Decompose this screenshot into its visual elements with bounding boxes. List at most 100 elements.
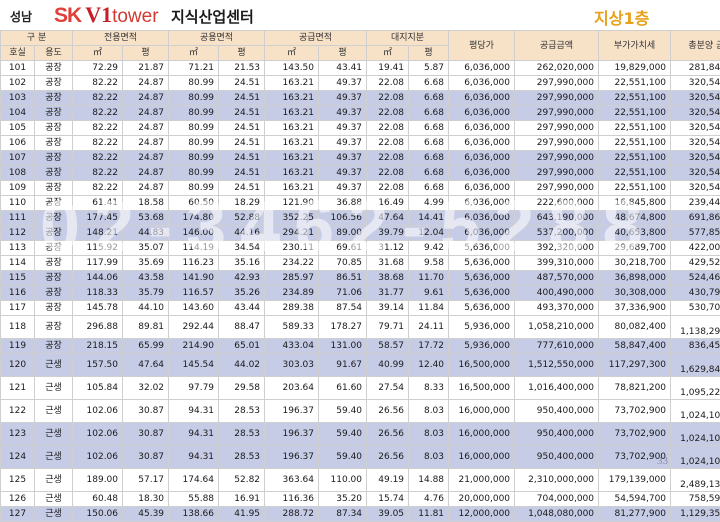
cell-land-pyeong: 17.72 — [409, 339, 449, 354]
logo-v1-text: V1 — [85, 2, 112, 28]
header-exclusive-area: 전용면적 — [73, 31, 169, 46]
cell-total-price: 1,129,357,900 — [671, 507, 720, 522]
cell-unit: 103 — [1, 91, 35, 106]
cell-use: 공장 — [35, 211, 73, 226]
cell-supply-amount: 950,400,000 — [515, 400, 599, 423]
cell-supply-pyeong: 71.06 — [319, 286, 367, 301]
cell-supply-amount: 487,570,000 — [515, 271, 599, 286]
cell-unit: 113 — [1, 241, 35, 256]
cell-supply-pyeong: 69.61 — [319, 241, 367, 256]
cell-use: 공장 — [35, 61, 73, 76]
cell-exclusive-sqm: 82.22 — [73, 181, 123, 196]
cell-common-sqm: 174.80 — [169, 211, 219, 226]
cell-vat: 19,829,000 — [599, 61, 671, 76]
cell-exclusive-pyeong: 65.99 — [123, 339, 169, 354]
cell-supply-sqm: 163.21 — [265, 91, 319, 106]
cell-common-pyeong: 44.02 — [219, 354, 265, 377]
cell-vat: 54,594,700 — [599, 492, 671, 507]
cell-total-price: 1,024,102,900 — [671, 423, 720, 446]
cell-exclusive-pyeong: 24.87 — [123, 136, 169, 151]
cell-common-pyeong: 24.51 — [219, 91, 265, 106]
header-vat: 부가가치세 — [599, 31, 671, 61]
cell-use: 근생 — [35, 507, 73, 522]
cell-supply-pyeong: 87.34 — [319, 507, 367, 522]
brand-logo: SK V1 tower — [54, 2, 159, 26]
cell-exclusive-sqm: 115.92 — [73, 241, 123, 256]
cell-exclusive-pyeong: 24.87 — [123, 151, 169, 166]
cell-supply-sqm: 234.89 — [265, 286, 319, 301]
cell-exclusive-sqm: 118.33 — [73, 286, 123, 301]
cell-common-pyeong: 24.51 — [219, 151, 265, 166]
cell-supply-amount: 1,512,550,000 — [515, 354, 599, 377]
cell-land-pyeong: 11.84 — [409, 301, 449, 316]
cell-common-sqm: 143.60 — [169, 301, 219, 316]
cell-land-sqm: 58.57 — [367, 339, 409, 354]
header-land-share: 대지지분 — [367, 31, 449, 46]
cell-land-sqm: 19.41 — [367, 61, 409, 76]
cell-supply-amount: 297,990,000 — [515, 151, 599, 166]
cell-total-price: 320,541,100 — [671, 151, 720, 166]
cell-total-price: 1,024,102,900 — [671, 400, 720, 423]
cell-supply-pyeong: 49.37 — [319, 76, 367, 91]
cell-exclusive-sqm: 82.22 — [73, 121, 123, 136]
cell-land-pyeong: 8.33 — [409, 377, 449, 400]
cell-common-pyeong: 24.51 — [219, 106, 265, 121]
cell-common-sqm: 114.19 — [169, 241, 219, 256]
cell-unit: 121 — [1, 377, 35, 400]
cell-common-pyeong: 88.47 — [219, 316, 265, 339]
header-sqm: ㎡ — [169, 46, 219, 61]
cell-exclusive-pyeong: 45.39 — [123, 507, 169, 522]
cell-vat: 22,551,100 — [599, 121, 671, 136]
cell-use: 근생 — [35, 423, 73, 446]
cell-use: 공장 — [35, 166, 73, 181]
cell-price-per-pyeong: 16,000,000 — [449, 446, 515, 469]
cell-land-sqm: 39.79 — [367, 226, 409, 241]
page-header: 성남 SK V1 tower 지식산업센터 지상1층 — [0, 0, 720, 30]
cell-use: 근생 — [35, 377, 73, 400]
cell-supply-amount: 493,370,000 — [515, 301, 599, 316]
cell-common-pyeong: 35.26 — [219, 286, 265, 301]
cell-exclusive-pyeong: 32.02 — [123, 377, 169, 400]
cell-supply-pyeong: 178.27 — [319, 316, 367, 339]
cell-common-pyeong: 21.53 — [219, 61, 265, 76]
cell-price-per-pyeong: 21,000,000 — [449, 469, 515, 492]
cell-use: 공장 — [35, 241, 73, 256]
cell-supply-amount: 297,990,000 — [515, 121, 599, 136]
cell-exclusive-sqm: 189.00 — [73, 469, 123, 492]
cell-exclusive-pyeong: 21.87 — [123, 61, 169, 76]
cell-exclusive-pyeong: 89.81 — [123, 316, 169, 339]
cell-common-sqm: 80.99 — [169, 166, 219, 181]
cell-supply-sqm: 163.21 — [265, 136, 319, 151]
cell-vat: 58,847,400 — [599, 339, 671, 354]
cell-unit: 122 — [1, 400, 35, 423]
cell-supply-sqm: 433.04 — [265, 339, 319, 354]
cell-exclusive-pyeong: 24.87 — [123, 76, 169, 91]
cell-common-sqm: 145.54 — [169, 354, 219, 377]
cell-supply-pyeong: 43.41 — [319, 61, 367, 76]
cell-total-price: 320,541,100 — [671, 91, 720, 106]
cell-exclusive-pyeong: 44.10 — [123, 301, 169, 316]
cell-supply-sqm: 589.33 — [265, 316, 319, 339]
cell-price-per-pyeong: 16,500,000 — [449, 354, 515, 377]
cell-use: 공장 — [35, 181, 73, 196]
cell-common-pyeong: 44.16 — [219, 226, 265, 241]
cell-unit: 120 — [1, 354, 35, 377]
cell-land-pyeong: 6.68 — [409, 181, 449, 196]
cell-use: 공장 — [35, 196, 73, 211]
cell-supply-amount: 297,990,000 — [515, 76, 599, 91]
cell-supply-sqm: 163.21 — [265, 166, 319, 181]
cell-unit: 126 — [1, 492, 35, 507]
cell-use: 근생 — [35, 400, 73, 423]
cell-price-per-pyeong: 6,036,000 — [449, 136, 515, 151]
cell-supply-sqm: 163.21 — [265, 181, 319, 196]
cell-exclusive-pyeong: 43.58 — [123, 271, 169, 286]
cell-exclusive-sqm: 102.06 — [73, 400, 123, 423]
cell-vat: 22,551,100 — [599, 166, 671, 181]
cell-vat: 36,898,000 — [599, 271, 671, 286]
cell-supply-pyeong: 49.37 — [319, 181, 367, 196]
